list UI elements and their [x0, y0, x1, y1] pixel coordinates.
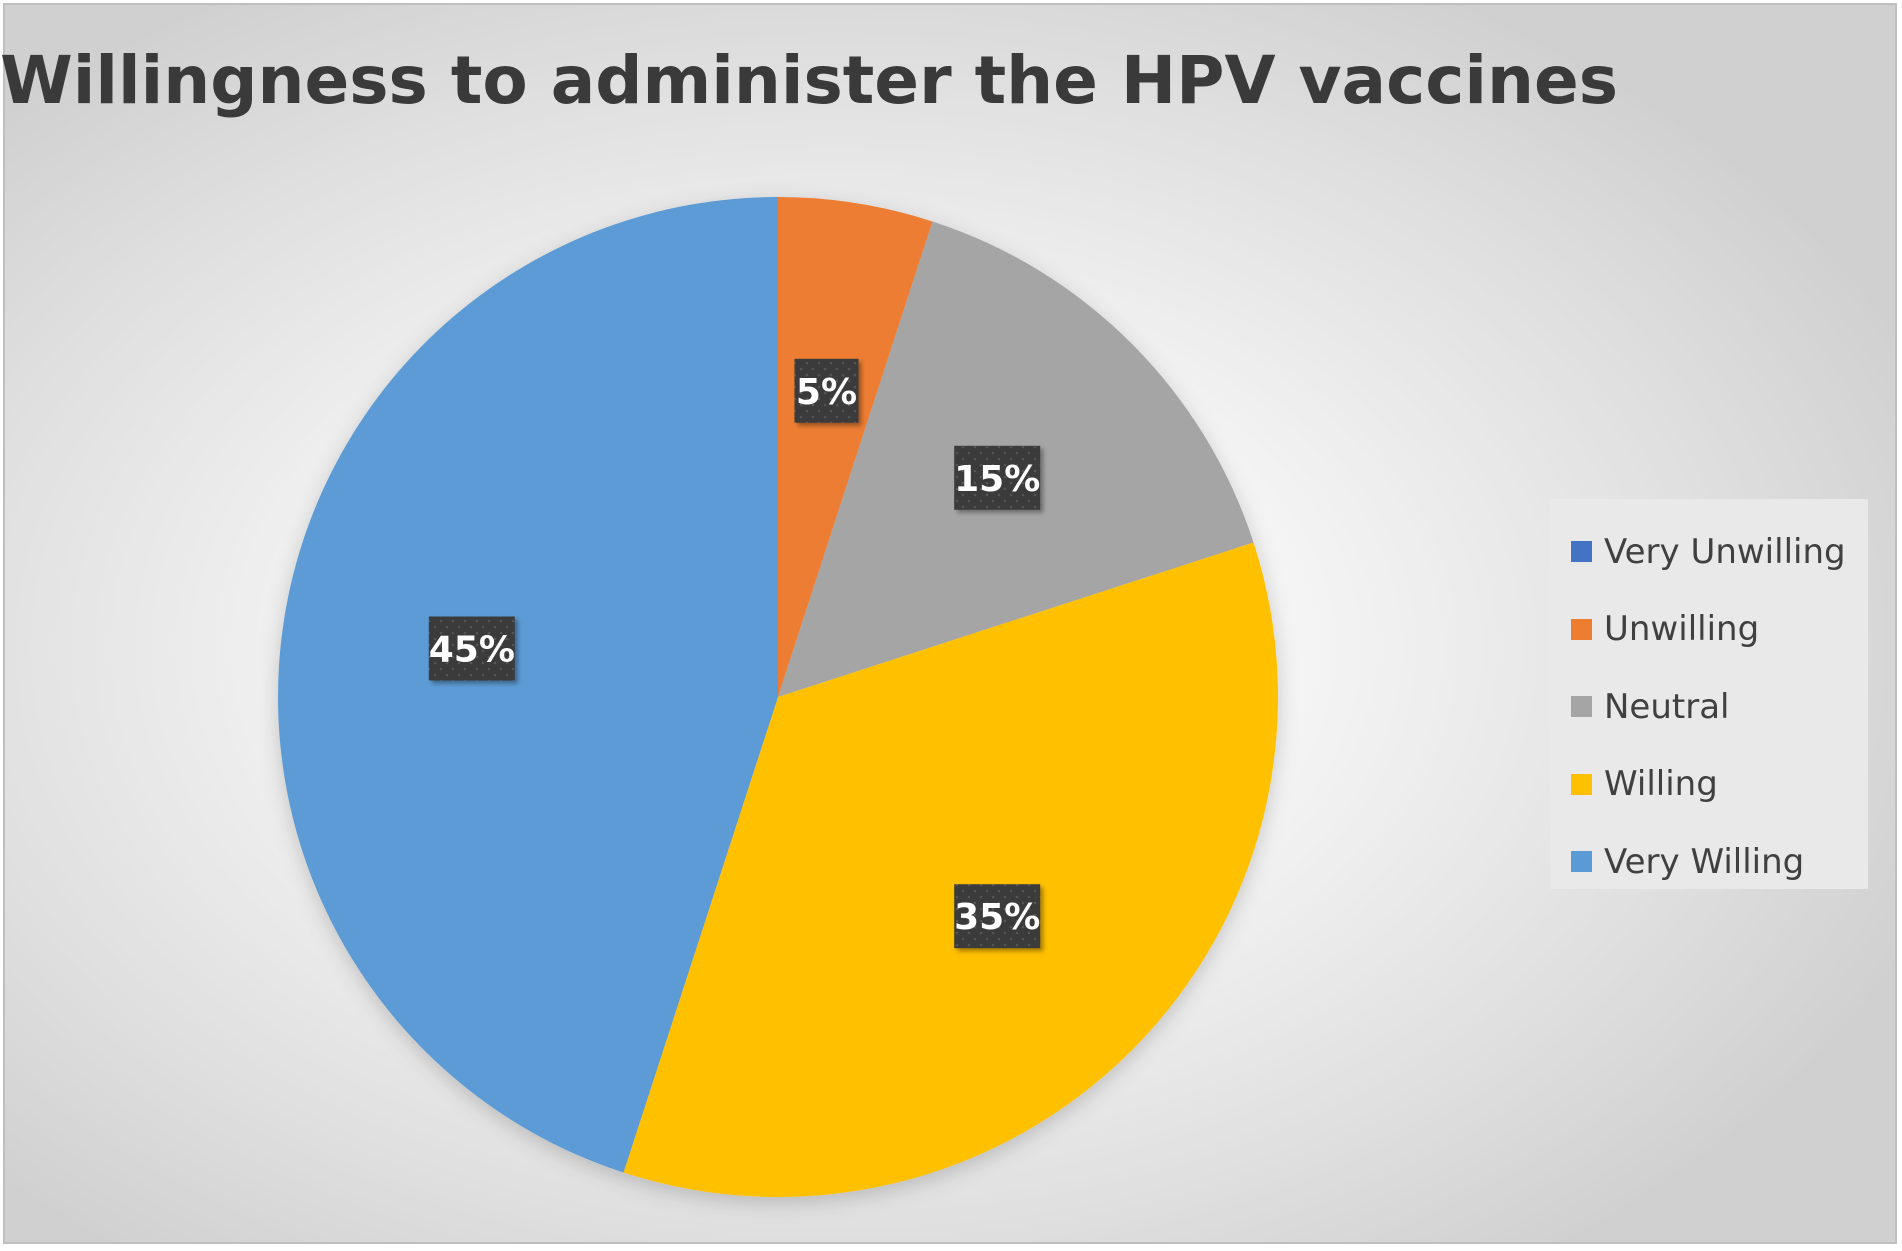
- legend-label: Unwilling: [1604, 609, 1760, 650]
- legend-item-very-unwilling: Very Unwilling: [1550, 513, 1868, 591]
- legend-label: Willing: [1604, 764, 1718, 805]
- legend-label: Very Unwilling: [1604, 531, 1846, 572]
- legend-label: Neutral: [1604, 686, 1730, 727]
- data-label-box: [428, 616, 515, 681]
- legend-item-very-willing: Very Willing: [1550, 823, 1868, 901]
- legend-item-willing: Willing: [1550, 746, 1868, 824]
- data-label-unwilling: 5%: [794, 358, 859, 423]
- legend-swatch: [1571, 541, 1592, 563]
- data-label-very-willing: 45%: [428, 616, 515, 681]
- chart-title: Willingness to administer the HPV vaccin…: [0, 42, 1618, 119]
- legend-swatch: [1571, 851, 1592, 873]
- legend-swatch: [1571, 696, 1592, 718]
- legend-swatch: [1571, 773, 1592, 795]
- data-label-text: 45%: [429, 630, 515, 671]
- pie-slice-unwilling: [778, 197, 933, 697]
- data-label-box: [954, 884, 1041, 949]
- data-label-text: 35%: [954, 897, 1040, 938]
- legend-item-neutral: Neutral: [1550, 668, 1868, 746]
- pie-slice-very-willing: [278, 197, 778, 1173]
- data-label-text: 5%: [796, 372, 857, 413]
- data-label-text: 15%: [954, 459, 1040, 500]
- chart-legend: Very Unwilling Unwilling Neutral Willing…: [1550, 499, 1868, 889]
- legend-label: Very Willing: [1604, 841, 1805, 882]
- data-label-willing: 35%: [954, 884, 1041, 949]
- data-label-box: [794, 358, 859, 423]
- legend-item-unwilling: Unwilling: [1550, 591, 1868, 669]
- pie-slice-willing: [623, 542, 1278, 1197]
- legend-swatch: [1571, 618, 1592, 640]
- data-label-box: [954, 445, 1041, 510]
- data-label-neutral: 15%: [954, 445, 1041, 510]
